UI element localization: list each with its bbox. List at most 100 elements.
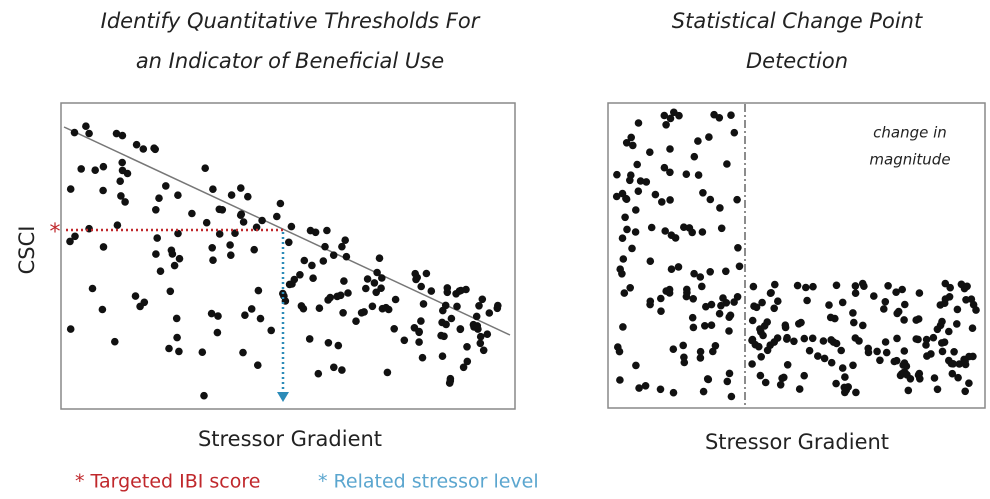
point (901, 300, 909, 309)
point (276, 199, 285, 208)
point (377, 284, 385, 293)
point (930, 374, 939, 382)
point (706, 195, 715, 204)
point (439, 306, 447, 315)
point (330, 363, 338, 372)
point (118, 158, 126, 167)
point (463, 357, 472, 366)
point (803, 296, 811, 305)
point (922, 341, 930, 349)
point (175, 254, 184, 263)
point (730, 298, 738, 306)
point (726, 311, 735, 320)
point (442, 320, 450, 329)
right-title: Statistical Change Point (672, 9, 923, 33)
point (136, 302, 144, 311)
point (419, 300, 428, 308)
point (771, 280, 779, 289)
point (701, 322, 709, 330)
point (938, 347, 947, 356)
point (881, 298, 890, 306)
point (968, 324, 977, 333)
point (417, 317, 425, 325)
point (227, 191, 236, 199)
point (760, 322, 769, 330)
point (447, 314, 456, 323)
point (619, 323, 627, 331)
point (66, 237, 74, 246)
point (632, 361, 640, 370)
point (680, 223, 688, 231)
point (749, 282, 758, 291)
point (800, 334, 809, 343)
point (669, 345, 678, 354)
point (118, 131, 127, 140)
point (961, 357, 969, 366)
point (340, 277, 348, 285)
point (969, 352, 977, 361)
point (808, 334, 817, 343)
point (646, 297, 655, 306)
point (961, 387, 969, 396)
point (949, 360, 957, 368)
left-points (66, 122, 502, 400)
point (66, 185, 75, 193)
point (832, 379, 840, 388)
point (780, 373, 788, 382)
point (851, 289, 860, 298)
right-x-label: Stressor Gradient (705, 430, 889, 454)
point (373, 268, 381, 277)
point (904, 386, 913, 395)
point (953, 305, 962, 314)
point (680, 353, 688, 362)
point (933, 325, 942, 334)
point (674, 263, 683, 271)
point (945, 327, 953, 336)
point (722, 267, 730, 276)
point (774, 297, 782, 306)
point (174, 191, 182, 199)
point (287, 222, 296, 231)
point (231, 229, 239, 237)
point (727, 111, 735, 119)
point (827, 336, 835, 344)
point (716, 204, 724, 212)
point (705, 133, 713, 141)
point (723, 377, 732, 386)
point (88, 284, 97, 293)
point (215, 205, 224, 214)
point (85, 224, 93, 233)
point (756, 371, 765, 380)
point (417, 282, 426, 291)
point (494, 301, 502, 310)
point (285, 280, 294, 289)
point (758, 298, 766, 307)
right-frame (607, 102, 986, 409)
point (456, 325, 465, 333)
point (852, 388, 860, 397)
point (755, 342, 763, 351)
point (422, 269, 431, 278)
point (314, 369, 323, 378)
point (209, 185, 217, 193)
point (715, 114, 724, 122)
point (285, 238, 293, 247)
point (324, 339, 333, 347)
point (696, 347, 705, 356)
point (237, 184, 245, 192)
point (641, 382, 650, 390)
point (840, 383, 849, 392)
point (893, 309, 901, 318)
target-star: * (50, 220, 61, 245)
point (706, 268, 714, 276)
point (363, 275, 372, 283)
point (646, 148, 654, 156)
point (121, 198, 129, 206)
point (71, 232, 79, 241)
point (837, 346, 845, 355)
left-x-label: Stressor Gradient (198, 427, 382, 451)
point (849, 309, 857, 317)
point (914, 335, 922, 344)
point (703, 375, 712, 383)
point (239, 348, 247, 357)
